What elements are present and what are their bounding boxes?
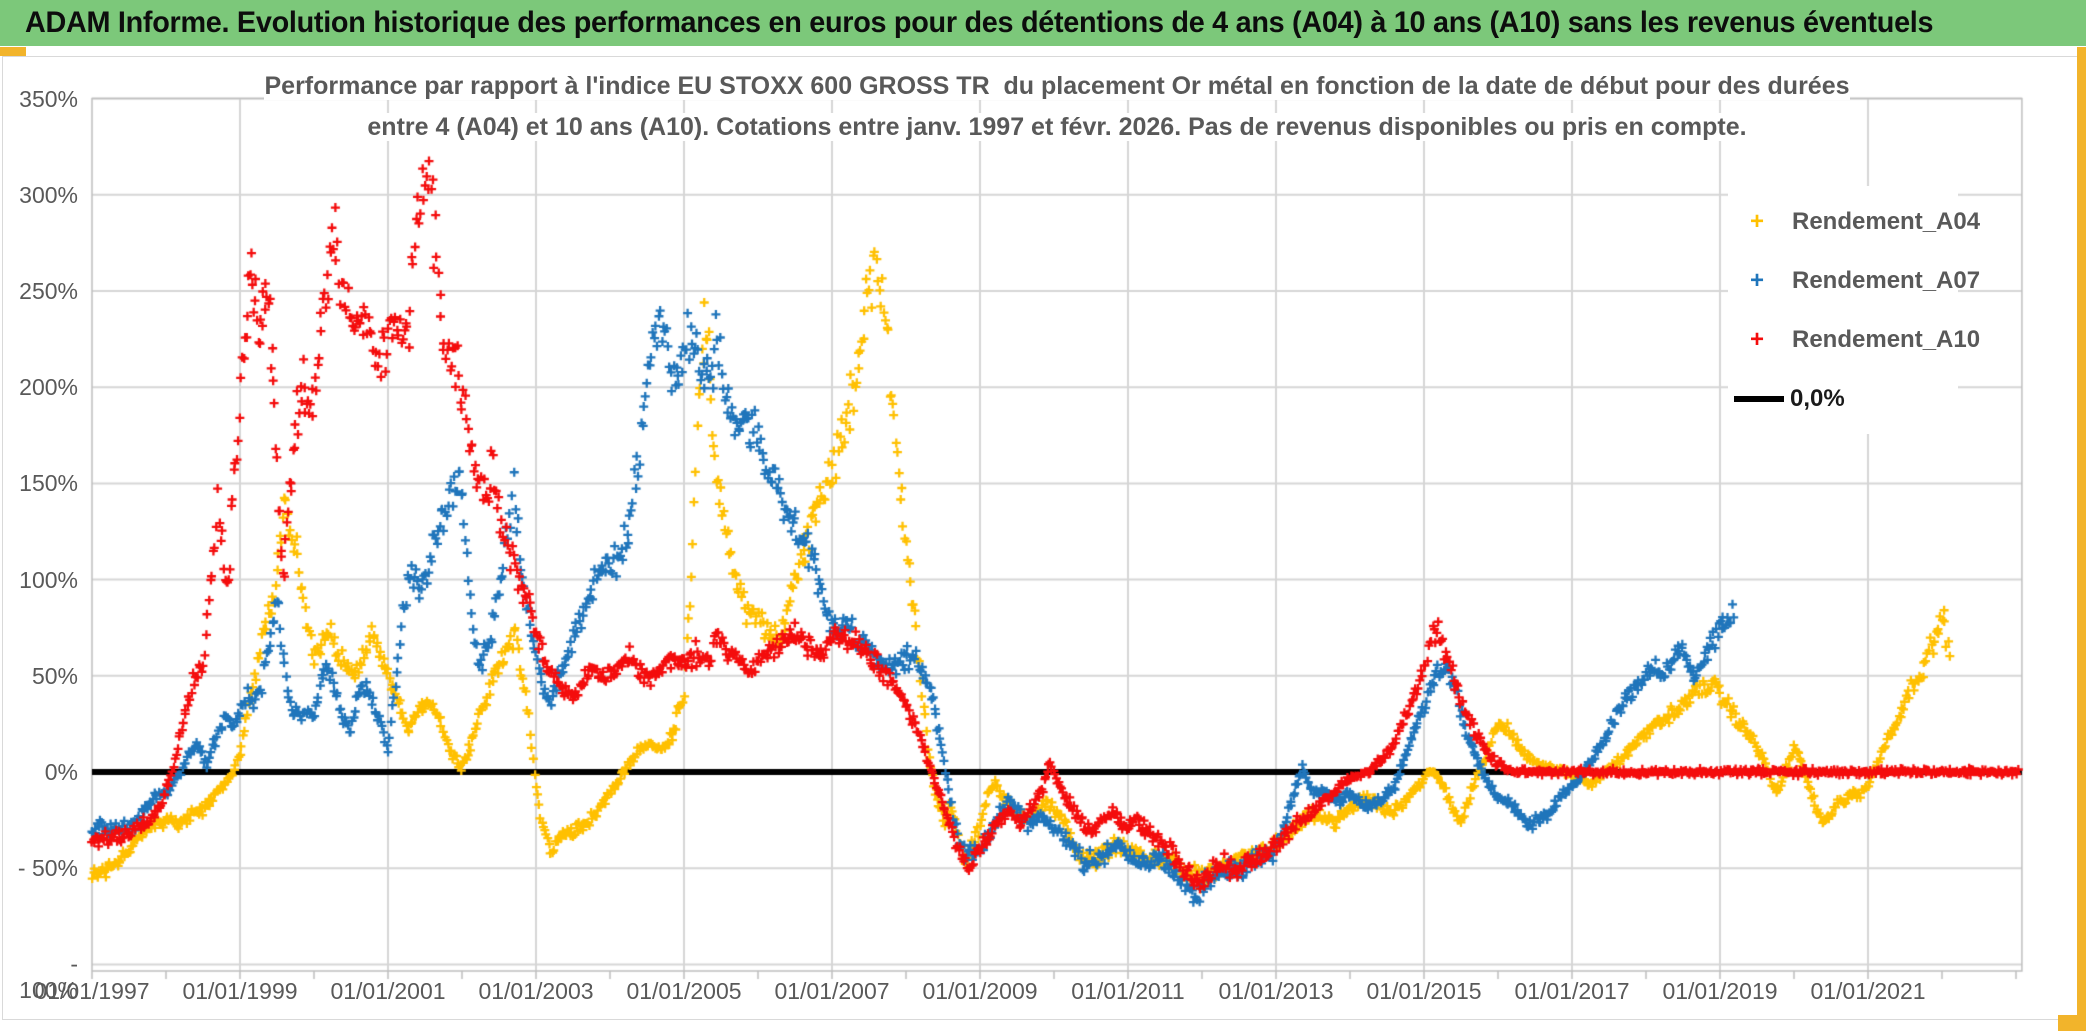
- x-axis-tick-label: 01/01/2005: [626, 978, 742, 1004]
- legend-item-rendement-a04: + Rendement_A04: [1728, 192, 1980, 251]
- y-axis-tick-label: 200%: [19, 374, 78, 401]
- x-axis-tick-label: 01/01/1999: [182, 978, 298, 1004]
- legend-item-rendement-a07: + Rendement_A07: [1728, 251, 1980, 310]
- zero-line-icon: [1734, 395, 1784, 402]
- x-axis-tick-label: 01/01/2021: [1810, 978, 1926, 1004]
- x-axis-tick-label: 01/01/2009: [922, 978, 1038, 1004]
- legend-label: Rendement_A10: [1792, 325, 1981, 353]
- x-axis-tick-label: 01/01/2015: [1366, 978, 1482, 1004]
- x-axis-tick-label: 01/01/2017: [1514, 978, 1630, 1004]
- y-axis-tick-label: 50%: [31, 662, 78, 689]
- x-axis-tick-label: 01/01/2013: [1218, 978, 1334, 1004]
- chart-title-line2: entre 4 (A04) et 10 ans (A10). Cotations…: [367, 113, 1747, 141]
- legend-label: Rendement_A04: [1792, 207, 1981, 235]
- y-axis-tick-label: 0%: [44, 759, 78, 785]
- x-axis-tick-label: 01/01/1997: [34, 978, 150, 1004]
- legend-item-rendement-a10: + Rendement_A10: [1728, 310, 1980, 369]
- y-axis-tick-label: 100%: [19, 566, 78, 593]
- chart-title-line1: Performance par rapport à l'indice EU ST…: [264, 72, 1850, 100]
- plus-marker-icon: +: [1749, 325, 1764, 353]
- x-axis-tick-label: 01/01/2019: [1662, 978, 1778, 1004]
- plus-marker-icon: +: [1749, 207, 1764, 235]
- x-axis-tick-label: 01/01/2003: [478, 978, 594, 1004]
- legend-item-zero-line: 0,0%: [1728, 369, 1958, 428]
- y-axis-tick-label: - 100%: [19, 951, 78, 1004]
- y-axis-tick-label: 250%: [19, 278, 78, 304]
- legend-label: Rendement_A07: [1792, 266, 1981, 294]
- y-axis-tick-label: 350%: [19, 85, 78, 112]
- x-axis-tick-label: 01/01/2011: [1071, 978, 1185, 1004]
- plus-marker-icon: +: [1749, 266, 1764, 294]
- legend-label: 0,0%: [1790, 384, 1845, 412]
- chart-legend: + Rendement_A04 + Rendement_A07 + Rendem…: [1728, 186, 1980, 434]
- chart-title: Performance par rapport à l'indice EU ST…: [92, 66, 2022, 148]
- y-axis-tick-label: 300%: [19, 181, 78, 208]
- x-axis-tick-label: 01/01/2007: [774, 978, 890, 1004]
- y-axis-tick-label: 150%: [19, 470, 78, 497]
- y-axis-tick-label: - 50%: [17, 855, 78, 882]
- x-axis-tick-label: 01/01/2001: [330, 978, 446, 1004]
